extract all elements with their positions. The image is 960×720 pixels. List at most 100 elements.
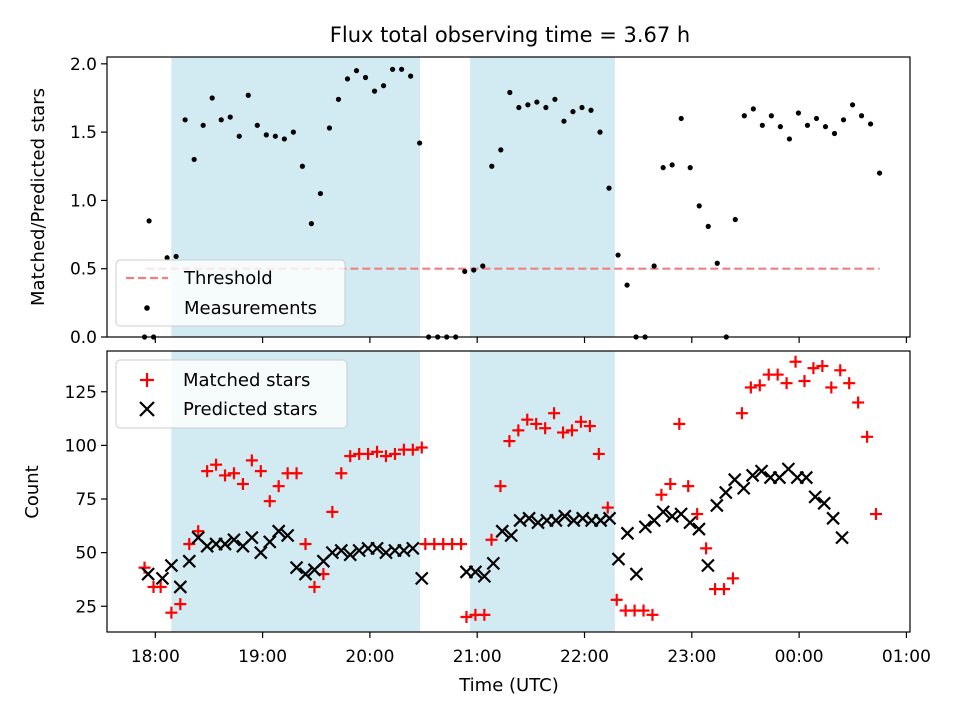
measurement-point <box>696 203 702 209</box>
top-y-ticks: 0.0 0.5 1.0 1.5 2.0 <box>70 55 107 348</box>
measurement-point <box>389 66 396 72</box>
matched-star-point <box>870 508 883 521</box>
y-tick-label: 0.5 <box>70 260 97 280</box>
measurement-point <box>705 223 711 229</box>
bottom-y-ticks: 25 50 75 100 125 <box>65 383 107 617</box>
matched-star-point <box>610 593 623 606</box>
measurement-point <box>353 68 360 74</box>
measurement-point <box>218 117 224 123</box>
predicted-star-point <box>602 511 617 526</box>
matched-star-point <box>834 364 847 377</box>
measurement-point <box>254 122 260 128</box>
measurement-point <box>597 129 603 135</box>
matched-star-point <box>565 424 578 437</box>
matched-star-point <box>637 604 650 617</box>
measurement-point <box>227 114 233 120</box>
x-axis-label: Time (UTC) <box>458 675 559 696</box>
measurement-point <box>191 156 197 163</box>
matched-star-point <box>726 572 739 585</box>
legend-matched-label: Matched stars <box>183 370 310 391</box>
measurement-point <box>831 130 838 137</box>
measurement-point <box>849 102 856 108</box>
measurement-point <box>570 109 576 115</box>
predicted-star-point <box>406 541 420 556</box>
x-tick-label: 21:00 <box>453 647 502 667</box>
y-tick-label: 75 <box>75 490 97 510</box>
predicted-star-point <box>826 511 840 526</box>
predicted-star-point <box>227 532 241 547</box>
x-tick-label: 20:00 <box>345 647 394 667</box>
measurement-point <box>462 268 468 275</box>
predicted-star-point <box>343 548 358 562</box>
matched-star-point <box>816 360 829 373</box>
bottom-legend[interactable]: Matched stars Predicted stars <box>115 359 348 429</box>
matched-star-point <box>503 435 516 448</box>
measurement-point <box>281 136 287 142</box>
predicted-star-point <box>701 558 715 573</box>
matched-star-point <box>460 610 473 623</box>
matched-star-point <box>807 362 820 375</box>
predicted-star-point <box>736 481 751 496</box>
measurement-point <box>732 216 738 223</box>
x-tick-label: 18:00 <box>131 647 180 667</box>
predicted-star-point <box>683 515 697 530</box>
matched-star-point <box>174 598 187 611</box>
predicted-star-point <box>835 530 849 545</box>
matched-star-point <box>379 450 392 463</box>
matched-star-point <box>548 407 561 420</box>
predicted-star-point <box>271 524 286 538</box>
matched-star-point <box>154 580 167 593</box>
matched-star-point <box>735 407 748 420</box>
matched-star-point <box>219 469 232 482</box>
top-legend[interactable]: Threshold Measurements <box>115 259 346 327</box>
y-tick-label: 100 <box>65 436 97 456</box>
top-y-axis-label: Matched/Predicted stars <box>28 88 49 306</box>
predicted-star-point <box>754 464 769 478</box>
predicted-star-point <box>182 554 197 568</box>
y-tick-label: 125 <box>65 383 97 403</box>
predicted-star-point <box>414 571 429 586</box>
measurement-point <box>543 104 549 111</box>
matched-star-point <box>335 467 348 480</box>
measurement-point <box>651 263 657 269</box>
measurement-point <box>714 260 720 266</box>
matched-star-point <box>718 583 731 596</box>
measurement-point <box>182 117 188 123</box>
measurement-point <box>741 113 747 119</box>
predicted-star-point <box>629 567 644 581</box>
measurement-point <box>498 147 504 153</box>
matched-star-point <box>210 458 223 471</box>
measurement-point <box>398 66 405 72</box>
predicted-star-point <box>370 541 384 556</box>
y-tick-label: 1.0 <box>70 191 97 211</box>
predicted-star-point <box>334 543 349 558</box>
predicted-star-point <box>254 545 268 560</box>
matched-star-point <box>655 488 668 501</box>
y-tick-label: 50 <box>75 544 97 564</box>
predicted-star-point <box>486 556 501 571</box>
measurement-point <box>750 106 756 112</box>
measurement-point <box>867 121 874 127</box>
measurement-point <box>344 76 351 82</box>
measurement-point <box>768 113 774 119</box>
matched-star-point <box>272 480 285 493</box>
matched-star-point <box>512 424 525 437</box>
measurement-point <box>417 140 423 146</box>
predicted-star-point <box>289 560 304 575</box>
matched-star-point <box>308 580 321 593</box>
measurement-point <box>588 107 594 113</box>
shaded-interval <box>470 351 615 632</box>
matched-star-point <box>798 375 811 388</box>
matched-star-point <box>192 525 205 538</box>
measurement-point <box>209 95 215 101</box>
y-tick-label: 25 <box>75 597 97 617</box>
measurement-point <box>660 165 666 171</box>
predicted-star-point <box>245 530 259 545</box>
measurement-point <box>245 92 251 98</box>
x-tick-label: 01:00 <box>882 647 931 667</box>
predicted-star-point <box>549 513 563 528</box>
ratio-panel: 0.00.51.01.52.0 Matched/Predicted stars … <box>28 55 911 348</box>
measurement-point <box>561 118 567 124</box>
matched-star-point <box>227 467 240 480</box>
